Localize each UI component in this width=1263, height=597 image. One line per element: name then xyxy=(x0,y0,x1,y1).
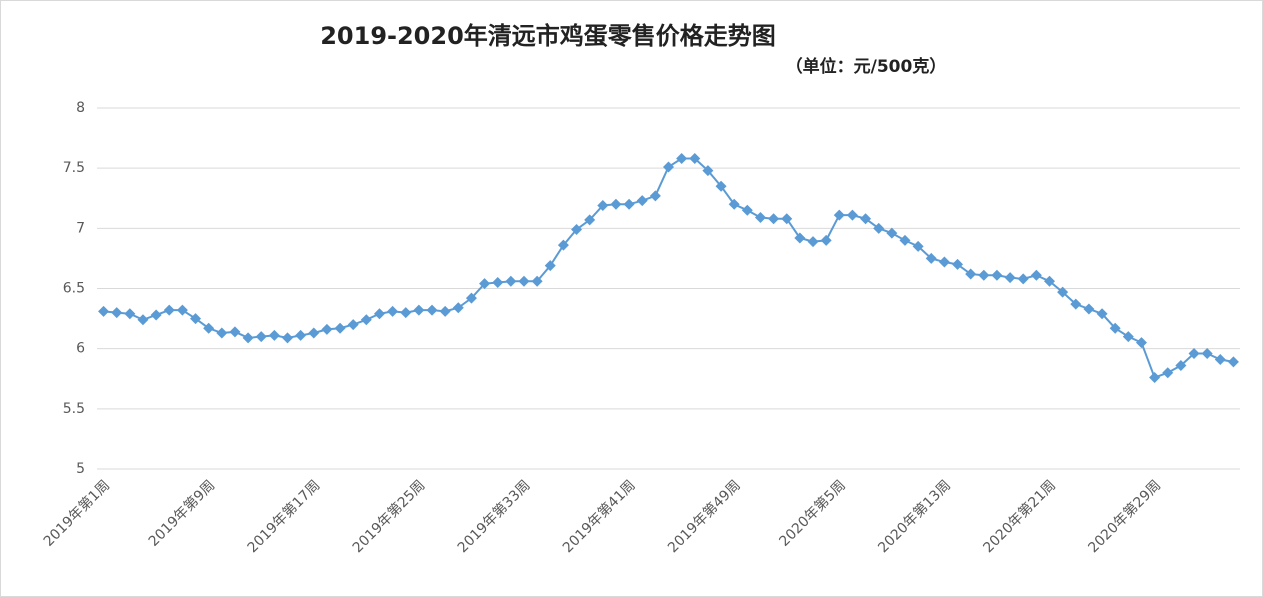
point-marker xyxy=(137,314,149,326)
point-marker xyxy=(597,199,609,211)
y-tick-label: 5 xyxy=(76,461,85,477)
point-marker xyxy=(1083,303,1095,315)
point-marker xyxy=(1227,356,1239,368)
point-marker xyxy=(663,161,674,173)
point-marker xyxy=(1175,360,1187,372)
point-marker xyxy=(689,153,701,165)
point-marker xyxy=(255,331,267,343)
y-tick-label: 7.5 xyxy=(63,160,85,176)
point-marker xyxy=(1109,322,1121,334)
point-marker xyxy=(321,323,333,335)
point-marker xyxy=(531,275,543,287)
point-marker xyxy=(465,292,477,304)
point-marker xyxy=(163,304,175,316)
point-marker xyxy=(242,332,254,344)
point-marker xyxy=(176,304,188,316)
point-marker xyxy=(886,227,898,239)
point-marker xyxy=(754,212,766,224)
point-marker xyxy=(124,308,136,320)
point-marker xyxy=(1057,286,1069,298)
point-marker xyxy=(557,239,569,251)
point-marker xyxy=(965,268,977,280)
point-marker xyxy=(781,213,793,225)
point-marker xyxy=(820,234,832,246)
chart-title: 2019-2020年清远市鸡蛋零售价格走势图 xyxy=(320,22,776,50)
point-marker xyxy=(439,305,451,317)
point-marker xyxy=(229,326,241,338)
point-marker xyxy=(98,305,110,317)
point-marker xyxy=(347,319,359,331)
point-marker xyxy=(1122,331,1134,343)
point-marker xyxy=(702,165,714,177)
point-marker xyxy=(282,332,293,344)
point-marker xyxy=(1030,269,1042,281)
y-tick-label: 5.5 xyxy=(63,401,85,417)
point-marker xyxy=(1214,353,1226,365)
point-marker xyxy=(1201,347,1213,359)
point-marker xyxy=(741,204,753,216)
point-marker xyxy=(715,180,727,192)
point-marker xyxy=(636,195,648,207)
point-marker xyxy=(111,307,123,319)
point-marker xyxy=(479,278,491,290)
point-marker xyxy=(150,309,162,321)
point-marker xyxy=(492,276,504,288)
point-marker xyxy=(400,307,412,319)
point-marker xyxy=(216,327,228,339)
point-marker xyxy=(1135,337,1147,349)
point-marker xyxy=(794,232,806,244)
point-marker xyxy=(268,329,280,341)
point-marker xyxy=(899,234,911,246)
chart-subtitle: （单位：元/500克） xyxy=(786,56,947,77)
point-marker xyxy=(203,322,215,334)
point-marker xyxy=(190,313,202,325)
point-marker xyxy=(952,258,964,270)
point-marker xyxy=(623,198,635,210)
point-marker xyxy=(373,308,385,320)
point-marker xyxy=(768,213,780,225)
point-marker xyxy=(308,327,320,339)
point-marker xyxy=(387,305,399,317)
point-marker xyxy=(991,269,1003,281)
point-marker xyxy=(978,269,990,281)
point-marker xyxy=(807,236,819,248)
point-marker xyxy=(1017,273,1029,285)
point-marker xyxy=(1149,372,1161,384)
point-marker xyxy=(1004,272,1016,284)
point-marker xyxy=(334,322,346,334)
y-tick-label: 6 xyxy=(76,341,85,357)
point-marker xyxy=(846,209,858,221)
point-marker xyxy=(912,240,924,252)
point-marker xyxy=(1070,298,1082,310)
point-marker xyxy=(571,224,583,236)
y-tick-label: 6.5 xyxy=(63,281,85,297)
point-marker xyxy=(452,302,464,314)
y-tick-label: 8 xyxy=(76,100,85,116)
point-marker xyxy=(1044,275,1055,287)
point-marker xyxy=(1096,308,1108,320)
point-marker xyxy=(360,314,372,326)
point-marker xyxy=(426,304,438,316)
point-marker xyxy=(584,214,596,226)
point-marker xyxy=(649,190,661,202)
point-marker xyxy=(1162,367,1174,379)
y-tick-label: 7 xyxy=(76,220,85,236)
point-marker xyxy=(610,198,622,210)
point-marker xyxy=(295,329,307,341)
point-marker xyxy=(860,213,872,225)
point-marker xyxy=(676,153,688,165)
point-marker xyxy=(873,222,885,234)
point-marker xyxy=(413,304,425,316)
point-marker xyxy=(505,275,517,287)
point-marker xyxy=(1188,347,1200,359)
point-marker xyxy=(833,209,845,221)
point-marker xyxy=(925,252,937,264)
point-marker xyxy=(518,275,530,287)
point-marker xyxy=(938,256,950,268)
point-marker xyxy=(544,260,556,272)
point-marker xyxy=(728,198,740,210)
